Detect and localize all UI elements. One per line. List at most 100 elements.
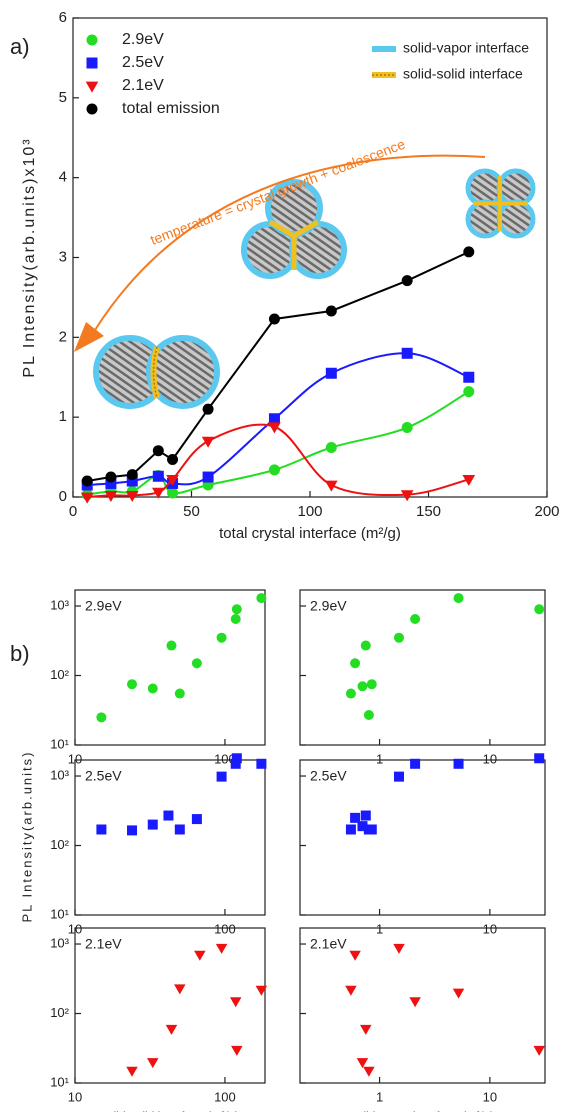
particle bbox=[496, 199, 536, 239]
marker bbox=[96, 712, 107, 723]
marker bbox=[81, 475, 93, 487]
y-axis-label: PL Intensity(arb.units) bbox=[19, 751, 34, 923]
marker bbox=[152, 445, 164, 457]
marker bbox=[127, 825, 138, 836]
marker bbox=[268, 464, 280, 476]
marker bbox=[126, 469, 138, 481]
y-tick-label: 3 bbox=[59, 248, 67, 265]
marker bbox=[366, 824, 377, 835]
marker bbox=[409, 997, 421, 1008]
marker bbox=[325, 480, 338, 492]
x-tick-label: 100 bbox=[214, 1089, 236, 1104]
marker bbox=[345, 688, 356, 699]
marker bbox=[96, 824, 107, 835]
marker bbox=[360, 640, 371, 651]
marker bbox=[167, 487, 179, 499]
marker bbox=[174, 688, 185, 699]
marker bbox=[104, 491, 118, 503]
axes-frame bbox=[299, 759, 546, 916]
y-tick-label: 4 bbox=[59, 169, 67, 186]
marker bbox=[534, 753, 545, 764]
panel-series-label: 2.1eV bbox=[310, 936, 347, 952]
marker bbox=[345, 985, 357, 996]
panel-series-label: 2.5eV bbox=[310, 768, 347, 784]
series-line bbox=[87, 423, 470, 498]
marker bbox=[393, 632, 404, 643]
marker bbox=[231, 604, 242, 615]
x-tick-label: 100 bbox=[214, 751, 236, 766]
particle-illustrations bbox=[93, 168, 536, 409]
x-tick-label: 10 bbox=[483, 921, 497, 936]
marker bbox=[151, 487, 165, 499]
marker bbox=[165, 1024, 178, 1035]
y-tick-label: 10¹ bbox=[50, 736, 69, 751]
marker bbox=[453, 593, 464, 604]
marker bbox=[147, 819, 158, 830]
marker bbox=[126, 1066, 138, 1077]
marker bbox=[125, 491, 139, 503]
marker bbox=[163, 810, 174, 821]
marker bbox=[216, 771, 227, 782]
marker bbox=[400, 490, 414, 502]
marker bbox=[366, 679, 377, 690]
marker bbox=[463, 371, 475, 383]
panel-series-label: 2.1eV bbox=[85, 936, 122, 952]
temperature-arrow bbox=[94, 154, 486, 331]
marker bbox=[166, 475, 179, 487]
marker bbox=[357, 821, 368, 832]
marker bbox=[215, 943, 228, 954]
panel-series-label: 2.9eV bbox=[85, 598, 122, 614]
marker bbox=[268, 313, 280, 325]
marker bbox=[463, 386, 475, 398]
x-tick-label: 1 bbox=[376, 921, 383, 936]
y-tick-label: 6 bbox=[59, 9, 67, 26]
marker bbox=[268, 422, 281, 434]
marker bbox=[85, 81, 99, 93]
axes-frame bbox=[74, 759, 266, 916]
y-tick-label: 10³ bbox=[50, 597, 69, 612]
marker bbox=[360, 810, 371, 821]
marker bbox=[202, 403, 214, 415]
y-tick-label: 0 bbox=[59, 488, 67, 505]
marker bbox=[325, 367, 337, 379]
marker bbox=[533, 1045, 545, 1056]
marker bbox=[393, 943, 405, 954]
marker bbox=[452, 988, 465, 999]
marker bbox=[216, 632, 227, 643]
marker bbox=[105, 477, 117, 489]
marker bbox=[356, 1058, 369, 1069]
y-tick-label: 10³ bbox=[50, 767, 69, 782]
axes-frame bbox=[74, 927, 266, 1084]
interface bbox=[152, 346, 158, 399]
y-tick-label: 10² bbox=[50, 1005, 69, 1020]
marker bbox=[453, 758, 464, 769]
marker bbox=[202, 471, 214, 483]
y-tick-label: 10² bbox=[50, 667, 69, 682]
y-axis-label: PL Intensity(arb.units)x10³ bbox=[21, 137, 38, 377]
marker bbox=[105, 471, 117, 483]
axes-frame bbox=[74, 589, 266, 746]
marker bbox=[357, 681, 368, 692]
legend-label: 2.9eV bbox=[122, 31, 164, 48]
legend-label: solid-vapor interface bbox=[403, 40, 529, 56]
marker bbox=[255, 985, 268, 996]
marker bbox=[146, 1058, 159, 1069]
x-tick-label: 10 bbox=[68, 751, 82, 766]
marker bbox=[174, 984, 186, 995]
interface bbox=[473, 176, 528, 231]
marker bbox=[349, 950, 361, 961]
marker bbox=[410, 614, 421, 625]
marker bbox=[401, 422, 413, 434]
y-tick-label: 5 bbox=[59, 89, 67, 106]
marker bbox=[86, 103, 98, 115]
x-tick-label: 10 bbox=[483, 751, 497, 766]
marker bbox=[126, 475, 138, 487]
marker bbox=[268, 413, 280, 425]
marker bbox=[194, 950, 206, 961]
x-tick-label: 1 bbox=[376, 751, 383, 766]
y-tick-label: 10³ bbox=[50, 935, 69, 950]
marker bbox=[167, 453, 179, 465]
marker bbox=[80, 492, 94, 504]
marker bbox=[410, 758, 421, 769]
